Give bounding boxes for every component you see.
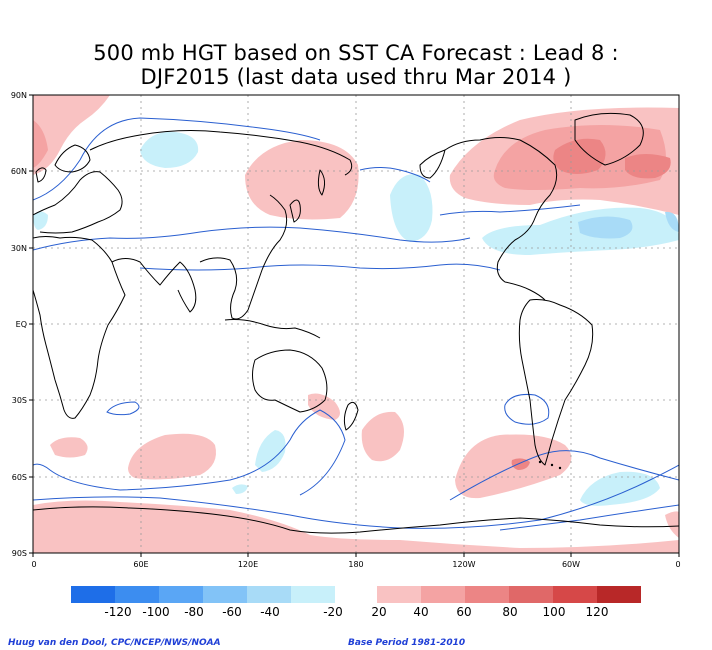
lon-label: 0 — [31, 560, 36, 569]
legend-negative-swatches — [71, 586, 335, 603]
coast-north-america — [444, 137, 558, 301]
anomaly-south-atlantic-west — [50, 437, 88, 458]
anomaly-south-pacific-west — [361, 411, 404, 462]
negative-anomaly-regions — [33, 131, 679, 506]
lat-label: 30N — [11, 244, 27, 253]
graticule — [33, 95, 679, 553]
lat-label: 60N — [11, 167, 27, 176]
anomaly-arctic-west — [33, 120, 48, 168]
lon-label: 120W — [452, 560, 475, 569]
coast-antarctica — [33, 506, 679, 534]
anomaly-antarctic-east-edge — [665, 511, 679, 538]
coast-arabia-india — [111, 258, 197, 313]
lon-label: 60E — [133, 560, 148, 569]
legend-swatch — [509, 586, 553, 603]
anomaly-antarctic-band — [33, 500, 679, 553]
lat-label: 90S — [12, 549, 27, 558]
map-title-line2: DJF2015 (last data used thru Mar 2014 ) — [140, 65, 572, 89]
axis-ticks — [29, 94, 680, 557]
anomaly-atlantic-east-edge — [665, 211, 679, 232]
legend-swatch — [247, 586, 291, 603]
map-panel — [33, 95, 679, 553]
coast-africa — [33, 236, 126, 419]
legend-label: -100 — [142, 605, 169, 619]
coast-asia-north — [89, 130, 353, 176]
lat-label: 90N — [11, 91, 27, 100]
lon-label: 60W — [562, 560, 580, 569]
legend-label: -60 — [222, 605, 242, 619]
anomaly-europe-small — [33, 211, 48, 230]
coast-europe — [33, 171, 123, 234]
legend-swatch — [159, 586, 203, 603]
coast-australia — [252, 349, 328, 413]
legend-label: 80 — [502, 605, 517, 619]
anomaly-greenland-peak — [625, 154, 671, 179]
legend-label: 20 — [371, 605, 386, 619]
legend-swatch — [291, 586, 335, 603]
anomaly-east-asia — [245, 140, 359, 220]
coast-se-asia — [199, 194, 288, 320]
coast-kamchatka — [317, 169, 326, 196]
legend-swatch — [465, 586, 509, 603]
lat-label: 30S — [12, 396, 27, 405]
legend-label: -120 — [104, 605, 131, 619]
anomaly-siberia — [140, 131, 199, 168]
coast-greenland — [574, 112, 644, 166]
anomaly-south-atlantic — [580, 471, 660, 506]
coast-indonesia — [224, 319, 321, 339]
legend-swatch — [115, 586, 159, 603]
anomaly-north-atlantic-europe — [33, 95, 110, 175]
lat-label: EQ — [16, 320, 27, 329]
coastlines — [33, 112, 679, 534]
anomaly-atlantic-core — [578, 216, 633, 239]
anomaly-south-australia — [255, 430, 286, 472]
anomaly-south-indian — [128, 433, 216, 480]
legend-label: -20 — [323, 605, 343, 619]
anomaly-north-america-peak — [553, 138, 606, 174]
coast-uk — [35, 167, 47, 183]
legend-swatch — [203, 586, 247, 603]
coast-alaska — [419, 149, 446, 179]
legend-label: -80 — [184, 605, 204, 619]
coast-south-america — [518, 299, 594, 466]
contour-lines — [33, 117, 679, 531]
legend-label: 120 — [586, 605, 609, 619]
antarctic-islands — [538, 460, 562, 470]
coast-japan — [289, 199, 301, 223]
lat-label: 60S — [12, 473, 27, 482]
footer-base-period: Base Period 1981-2010 — [348, 638, 466, 648]
anomaly-southern-ocean-small — [232, 484, 248, 494]
lon-label: 0 — [675, 560, 680, 569]
positive-anomaly-regions — [33, 95, 679, 553]
coast-new-zealand — [343, 401, 359, 431]
legend-swatch — [597, 586, 641, 603]
legend-positive-swatches — [377, 586, 641, 603]
coast-scandinavia — [54, 144, 91, 173]
footer-credit: Huug van den Dool, CPC/NCEP/NWS/NOAA — [8, 638, 221, 648]
lon-label: 180 — [348, 560, 363, 569]
legend-label: 40 — [413, 605, 428, 619]
anomaly-north-pacific — [390, 174, 433, 242]
legend-label: -40 — [260, 605, 280, 619]
legend-swatch — [421, 586, 465, 603]
legend-label: 60 — [456, 605, 471, 619]
lon-label: 120E — [238, 560, 258, 569]
longitude-labels: 0 60E 120E 180 120W 60W 0 — [31, 560, 680, 569]
color-legend: -120 -100 -80 -60 -40 -20 20 40 60 80 10… — [71, 586, 641, 619]
legend-swatch — [553, 586, 597, 603]
legend-swatch — [71, 586, 115, 603]
latitude-labels: 90N 60N 30N EQ 30S 60S 90S — [11, 91, 27, 558]
map-title-line1: 500 mb HGT based on SST CA Forecast : Le… — [93, 41, 619, 65]
legend-swatch — [377, 586, 421, 603]
legend-label: 100 — [543, 605, 566, 619]
